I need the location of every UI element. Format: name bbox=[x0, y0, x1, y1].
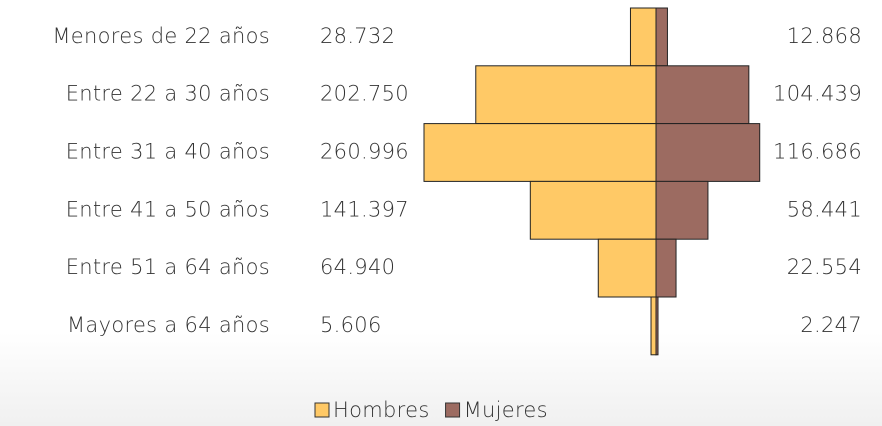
bar bbox=[655, 65, 750, 125]
value-label: 202.750 bbox=[320, 82, 409, 106]
value-label: 22.554 bbox=[787, 255, 862, 279]
bar bbox=[655, 238, 677, 298]
bar bbox=[655, 296, 659, 356]
value-label: 2.247 bbox=[800, 313, 862, 337]
legend-label: Hombres bbox=[333, 398, 430, 422]
value-label: 116.686 bbox=[773, 140, 862, 164]
bar bbox=[597, 238, 657, 298]
bar bbox=[629, 7, 657, 67]
bar bbox=[529, 180, 657, 240]
value-label: 64.940 bbox=[320, 255, 395, 279]
legend-label: Mujeres bbox=[464, 398, 548, 422]
category-label: Entre 22 a 30 años bbox=[66, 82, 270, 106]
value-label: 12.868 bbox=[787, 24, 862, 48]
value-label: 260.996 bbox=[320, 140, 409, 164]
value-label: 58.441 bbox=[787, 197, 862, 221]
legend-swatch bbox=[445, 402, 461, 418]
bar bbox=[650, 296, 657, 356]
bar bbox=[423, 123, 657, 182]
category-label: Mayores a 64 años bbox=[67, 313, 270, 337]
bar bbox=[655, 180, 709, 240]
category-label: Entre 31 a 40 años bbox=[66, 140, 270, 164]
value-label: 141.397 bbox=[320, 197, 409, 221]
category-label: Menores de 22 años bbox=[52, 24, 270, 48]
value-label: 28.732 bbox=[320, 24, 395, 48]
category-label: Entre 51 a 64 años bbox=[66, 255, 270, 279]
value-label: 5.606 bbox=[320, 313, 382, 337]
bar bbox=[655, 123, 761, 182]
category-label: Entre 41 a 50 años bbox=[66, 197, 270, 221]
bar bbox=[655, 7, 668, 67]
legend-swatch bbox=[314, 402, 330, 418]
bar bbox=[475, 65, 657, 125]
value-label: 104.439 bbox=[773, 82, 862, 106]
